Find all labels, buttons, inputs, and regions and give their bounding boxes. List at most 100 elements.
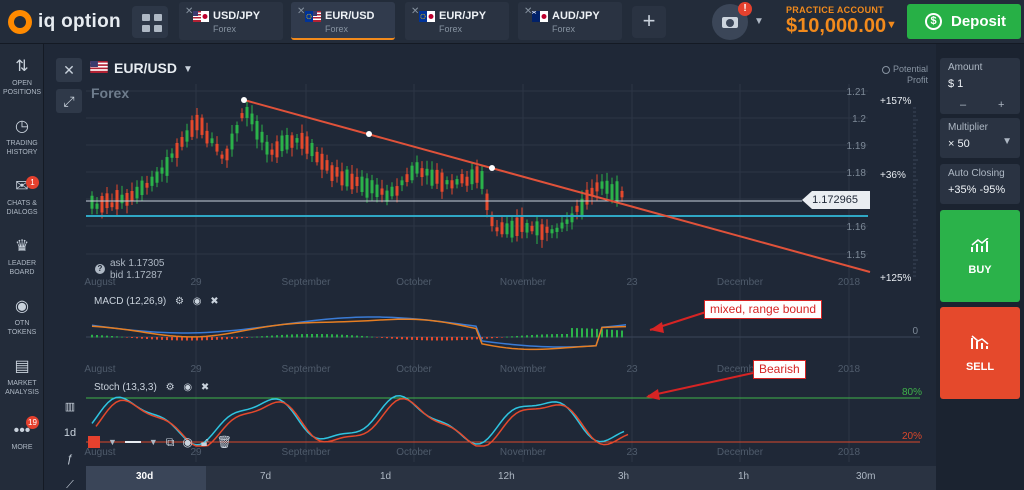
eye-icon[interactable]: ◉ <box>192 296 202 307</box>
sidebar-item-label: LEADER BOARD <box>7 260 36 276</box>
macd-histogram-bar <box>161 337 163 340</box>
chevron-down-icon[interactable]: ▼ <box>108 437 117 447</box>
sidebar-item-market-analysis[interactable]: ▤ MARKET ANALYSIS <box>0 358 44 397</box>
chart-area[interactable]: 1.211.21.191.181.171.161.15August29Septe… <box>44 44 936 490</box>
macd-histogram-bar <box>486 337 488 339</box>
macd-histogram-bar <box>281 334 283 338</box>
candle <box>470 169 474 185</box>
trash-icon[interactable]: 🗑︎ <box>216 435 232 449</box>
macd-histogram-bar <box>326 334 328 338</box>
tab-aud-jpy[interactable]: ✕ AUD/JPY Forex <box>518 2 622 40</box>
macd-histogram-bar <box>401 337 403 340</box>
eye-icon[interactable]: ◉ <box>183 382 193 393</box>
candle <box>565 219 569 224</box>
help-icon[interactable]: ? <box>95 264 105 274</box>
plus-button[interactable]: + <box>998 99 1005 111</box>
expand-chart-button[interactable]: ⤢ <box>56 89 82 113</box>
sidebar-item-leader-board[interactable]: ♛ LEADER BOARD <box>0 238 44 277</box>
candle <box>320 153 324 170</box>
timeframe-30m[interactable]: 30m <box>856 471 876 482</box>
chart-asset-title[interactable]: EUR/USD <box>114 60 178 76</box>
sidebar-item-open-positions[interactable]: ⇅ OPEN POSITIONS <box>0 58 44 97</box>
candle <box>130 191 134 201</box>
macd-histogram-bar <box>516 335 518 338</box>
tab-pair: USD/JPY <box>213 10 261 22</box>
multiplier-field[interactable]: Multiplier × 50 ▼ <box>940 118 1020 158</box>
chevron-down-icon[interactable]: ▼ <box>148 437 158 447</box>
buy-button[interactable]: BUY <box>940 210 1020 302</box>
timeframe-1h[interactable]: 1h <box>738 471 750 482</box>
timeframe-1d[interactable]: 1d <box>380 471 392 482</box>
tab-eur-usd[interactable]: ✕ EUR/USD Forex <box>291 2 395 40</box>
macd-histogram-bar <box>266 335 268 338</box>
candle <box>355 176 359 187</box>
close-chart-button[interactable]: ✕ <box>56 58 82 82</box>
macd-callout: mixed, range bound <box>704 300 823 319</box>
close-tab-icon[interactable]: ✕ <box>411 6 420 17</box>
drawing-icon[interactable]: ⟋ <box>66 479 74 490</box>
macd-histogram-bar <box>611 329 613 338</box>
chevron-down-icon[interactable]: ▼ <box>183 64 193 75</box>
minus-button[interactable]: – <box>960 99 967 111</box>
candle <box>410 165 414 181</box>
price-chart[interactable]: 1.211.21.191.181.171.161.15August29Septe… <box>44 44 936 490</box>
close-icon[interactable]: ✖ <box>200 382 210 393</box>
eye-icon[interactable]: ◉ <box>182 435 193 449</box>
deposit-button[interactable]: $ Deposit <box>907 4 1021 39</box>
gear-icon[interactable]: ⚙ <box>175 296 184 307</box>
copy-icon[interactable]: ⧉ <box>165 434 175 449</box>
x-tick-label: August <box>84 447 115 458</box>
close-tab-icon[interactable]: ✕ <box>185 6 194 17</box>
stoch-callout: Bearish <box>753 360 806 379</box>
candle <box>375 184 379 198</box>
macd-histogram-bar <box>236 337 238 339</box>
chevron-down-icon[interactable]: ▼ <box>886 19 897 31</box>
timeframe-30d[interactable]: 30d <box>136 471 154 482</box>
account-balance[interactable]: $10,000.00 <box>786 15 887 37</box>
macd-histogram-bar <box>566 334 568 338</box>
gear-icon[interactable]: ⚙ <box>165 382 175 393</box>
timeframe-button[interactable]: 1d <box>63 427 77 439</box>
account-type-label[interactable]: PRACTICE ACCOUNT <box>786 5 884 15</box>
macd-zero-label: 0 <box>912 326 918 337</box>
apps-grid-button[interactable] <box>132 6 168 38</box>
line-width-icon[interactable] <box>124 441 141 443</box>
close-tab-icon[interactable]: ✕ <box>297 6 306 17</box>
sidebar-item-trading-history[interactable]: ◷ TRADING HISTORY <box>0 118 44 157</box>
sidebar-item-otn-tokens[interactable]: ◉ OTN TOKENS <box>0 298 44 337</box>
add-tab-button[interactable]: + <box>632 6 666 38</box>
amount-value[interactable]: $ 1 <box>948 78 964 90</box>
candle <box>590 187 594 196</box>
indicators-icon[interactable]: ƒ <box>66 453 74 465</box>
macd-histogram-bar <box>476 337 478 340</box>
top-bar: iq option ✕ USD/JPY Forex ✕ EUR/USD Fore… <box>0 0 1024 44</box>
x-tick-label: 29 <box>190 364 202 375</box>
unlock-icon[interactable]: 🔓︎ <box>200 434 209 449</box>
amount-field[interactable]: Amount $ 1 – + <box>940 58 1020 114</box>
timeframe-3h[interactable]: 3h <box>618 471 630 482</box>
candle <box>415 162 419 174</box>
tab-usd-jpy[interactable]: ✕ USD/JPY Forex <box>179 2 283 40</box>
chart-type-icon[interactable]: ▥ <box>64 401 76 413</box>
candle <box>125 192 129 206</box>
chevron-down-icon[interactable]: ▼ <box>1002 136 1012 147</box>
auto-closing-field[interactable]: Auto Closing +35% -95% <box>940 164 1020 204</box>
candle <box>425 168 429 176</box>
macd-histogram-bar <box>391 337 393 339</box>
close-icon[interactable]: ✖ <box>210 296 219 307</box>
macd-histogram-bar <box>251 336 253 338</box>
sell-button[interactable]: SELL <box>940 307 1020 399</box>
color-swatch[interactable] <box>88 436 100 448</box>
trendline-handle <box>366 131 372 137</box>
macd-histogram-bar <box>286 334 288 338</box>
macd-indicator-label: MACD (12,26,9) ⚙ ◉ ✖ <box>94 296 219 307</box>
timeframe-12h[interactable]: 12h <box>498 471 515 482</box>
close-tab-icon[interactable]: ✕ <box>524 6 533 17</box>
logo[interactable]: iq option <box>8 10 121 34</box>
sidebar-item-chats[interactable]: ✉ CHATS & DIALOGS <box>0 178 44 217</box>
chevron-down-icon[interactable]: ▼ <box>754 16 764 27</box>
candle <box>145 182 149 188</box>
tab-eur-jpy[interactable]: ✕ EUR/JPY Forex <box>405 2 509 40</box>
usd-jpy-flag-icon <box>193 11 209 22</box>
timeframe-7d[interactable]: 7d <box>260 471 272 482</box>
